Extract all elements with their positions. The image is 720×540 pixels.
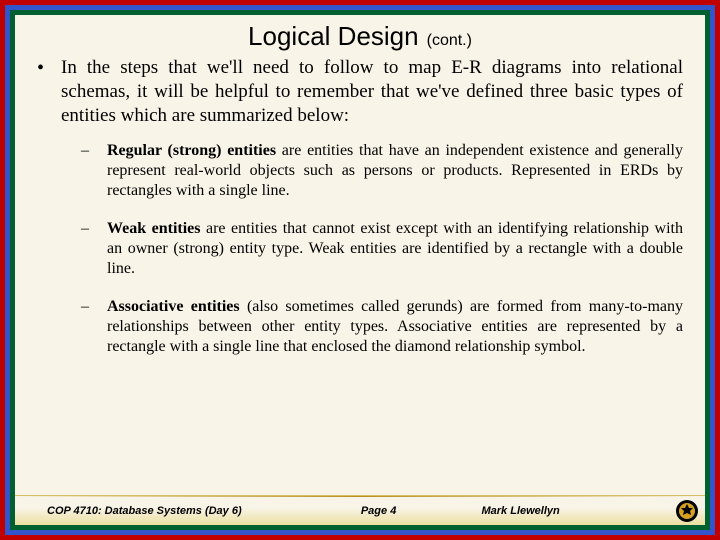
footer-author: Mark Llewellyn xyxy=(461,505,697,517)
dash-marker: – xyxy=(81,297,107,317)
slide-content: Logical Design (cont.) • In the steps th… xyxy=(15,15,705,525)
list-item: – Associative entities (also sometimes c… xyxy=(81,297,683,357)
ucf-logo-icon xyxy=(675,499,699,523)
slide-title-cont: (cont.) xyxy=(427,32,472,49)
slide-body: • In the steps that we'll need to follow… xyxy=(15,54,705,495)
bullet-text: In the steps that we'll need to follow t… xyxy=(61,56,683,127)
footer-inner: COP 4710: Database Systems (Day 6) Page … xyxy=(15,496,705,525)
dash-marker: – xyxy=(81,219,107,239)
slide-footer: COP 4710: Database Systems (Day 6) Page … xyxy=(15,495,705,525)
footer-course: COP 4710: Database Systems (Day 6) xyxy=(23,505,296,517)
footer-divider xyxy=(15,496,705,497)
mid-frame: Logical Design (cont.) • In the steps th… xyxy=(5,5,715,535)
footer-page: Page 4 xyxy=(296,505,462,517)
sub-bold: Associative entities xyxy=(107,298,240,315)
outer-frame: Logical Design (cont.) • In the steps th… xyxy=(0,0,720,540)
title-row: Logical Design (cont.) xyxy=(15,15,705,54)
sub-text: Associative entities (also sometimes cal… xyxy=(107,297,683,357)
list-item: – Weak entities are entities that cannot… xyxy=(81,219,683,279)
inner-frame: Logical Design (cont.) • In the steps th… xyxy=(10,10,710,530)
main-bullet: • In the steps that we'll need to follow… xyxy=(37,56,683,127)
sub-text: Regular (strong) entities are entities t… xyxy=(107,141,683,201)
sub-text: Weak entities are entities that cannot e… xyxy=(107,219,683,279)
bullet-marker: • xyxy=(37,56,61,80)
list-item: – Regular (strong) entities are entities… xyxy=(81,141,683,201)
sub-list: – Regular (strong) entities are entities… xyxy=(81,141,683,357)
sub-bold: Regular (strong) entities xyxy=(107,142,276,159)
dash-marker: – xyxy=(81,141,107,161)
sub-bold: Weak entities xyxy=(107,220,200,237)
slide-title: Logical Design xyxy=(248,21,419,51)
